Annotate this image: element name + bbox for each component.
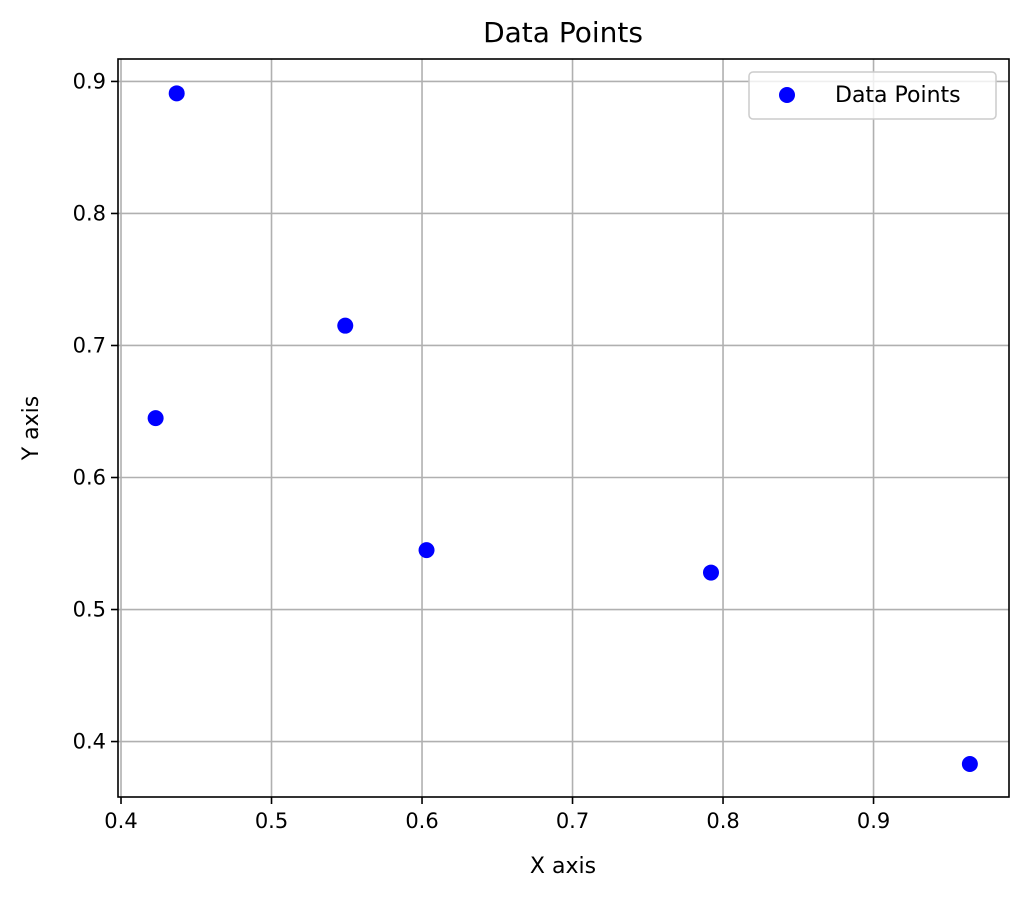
- data-points: [147, 85, 978, 772]
- y-tick-label: 0.8: [73, 201, 106, 225]
- data-point: [337, 317, 354, 334]
- data-point: [702, 564, 719, 581]
- x-tick-label: 0.5: [255, 809, 288, 833]
- y-tick-label: 0.4: [73, 730, 106, 754]
- x-tick-label: 0.8: [706, 809, 739, 833]
- x-tick-label: 0.4: [104, 809, 137, 833]
- plot-frame: [117, 58, 1010, 798]
- data-point: [168, 85, 185, 102]
- data-point: [961, 755, 978, 772]
- y-tick-label: 0.5: [73, 598, 106, 622]
- x-tick-label: 0.7: [556, 809, 589, 833]
- x-axis-ticks: 0.4 0.5 0.6 0.7 0.8 0.9: [104, 797, 890, 833]
- chart-title: Data Points: [483, 16, 643, 49]
- grid: [118, 59, 1009, 797]
- y-axis-ticks: 0.4 0.5 0.6 0.7 0.8 0.9: [73, 69, 118, 754]
- data-point: [147, 410, 164, 427]
- legend: Data Points: [748, 71, 997, 120]
- x-tick-label: 0.6: [405, 809, 438, 833]
- y-tick-label: 0.6: [73, 466, 106, 490]
- legend-box: [748, 71, 997, 120]
- y-tick-label: 0.9: [73, 69, 106, 93]
- y-axis-label: Y axis: [19, 396, 44, 462]
- data-point: [418, 542, 435, 559]
- x-tick-label: 0.9: [857, 809, 890, 833]
- legend-label: Data Points: [835, 83, 961, 108]
- legend-marker: [779, 87, 795, 103]
- y-tick-label: 0.7: [73, 333, 106, 357]
- x-axis-label: X axis: [530, 854, 596, 879]
